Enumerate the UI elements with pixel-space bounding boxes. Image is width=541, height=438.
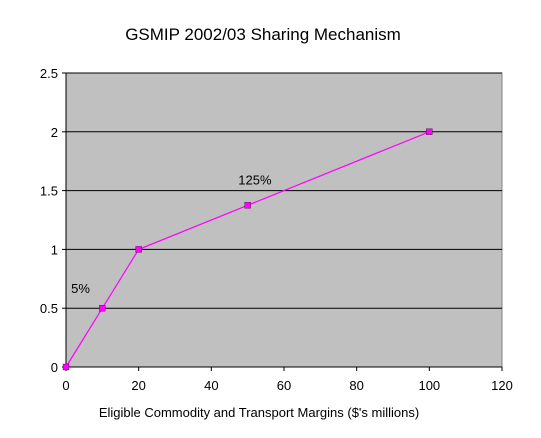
y-tick-label-2: 1 bbox=[51, 242, 58, 257]
y-tick-label-3: 1.5 bbox=[40, 184, 58, 199]
plot-area bbox=[65, 72, 503, 368]
data-point-0-4 bbox=[426, 128, 433, 135]
series bbox=[62, 128, 433, 371]
y-tick-label-0: 0 bbox=[51, 360, 58, 375]
x-tick-label-2: 40 bbox=[204, 378, 218, 393]
chart-title: GSMIP 2002/03 Sharing Mechanism bbox=[125, 25, 401, 44]
annotations: 5% 125% bbox=[71, 173, 272, 296]
data-point-0-3 bbox=[244, 202, 251, 209]
annotation-1: 125% bbox=[238, 173, 272, 188]
x-tick-label-5: 100 bbox=[418, 378, 440, 393]
tick-labels: 0 0.5 1 1.5 2 2.5 0 20 40 60 80 100 120 bbox=[40, 66, 513, 393]
x-tick-label-4: 80 bbox=[349, 378, 363, 393]
y-tick-label-5: 2.5 bbox=[40, 66, 58, 81]
x-tick-label-1: 20 bbox=[131, 378, 145, 393]
data-point-0-1 bbox=[99, 305, 106, 312]
data-point-0-2 bbox=[135, 246, 142, 253]
x-tick-label-0: 0 bbox=[62, 378, 69, 393]
x-tick-label-6: 120 bbox=[491, 378, 513, 393]
axes bbox=[62, 72, 503, 371]
x-tick-label-3: 60 bbox=[277, 378, 291, 393]
annotation-0: 5% bbox=[71, 281, 90, 296]
y-tick-label-4: 2 bbox=[51, 125, 58, 140]
data-point-0-0 bbox=[62, 363, 70, 371]
x-axis-label: Eligible Commodity and Transport Margins… bbox=[99, 405, 419, 420]
y-tick-label-1: 0.5 bbox=[40, 301, 58, 316]
